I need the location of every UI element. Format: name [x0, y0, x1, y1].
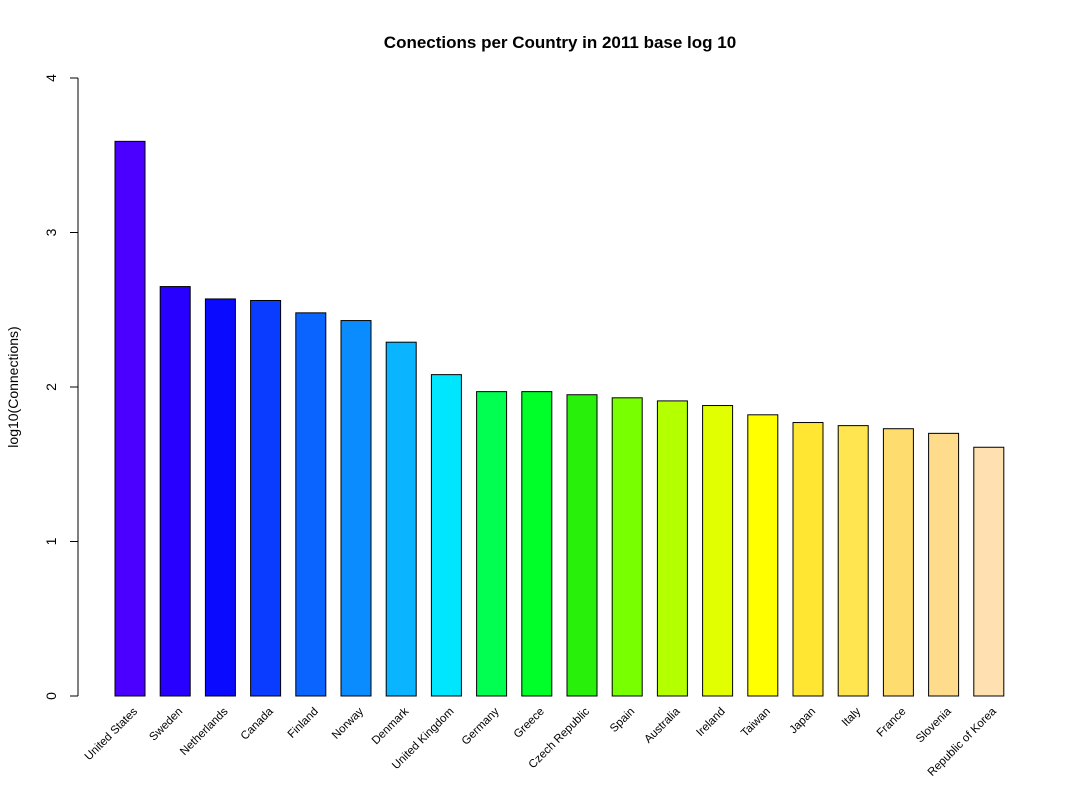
- bar: [159, 286, 191, 697]
- bar: [702, 405, 734, 697]
- x-category-label: Australia: [642, 705, 683, 746]
- x-category-label: Taiwan: [739, 706, 773, 740]
- bar: [430, 374, 462, 697]
- bar: [476, 391, 508, 697]
- y-tick-label: 0: [43, 692, 59, 700]
- x-category-label: United States: [83, 705, 140, 762]
- bar: [973, 446, 1005, 697]
- y-axis: 0 1 2 3 4: [43, 74, 79, 700]
- y-axis-label: log10(Connections): [5, 326, 21, 447]
- x-category-label: Greece: [512, 706, 547, 741]
- y-tick-label: 4: [43, 74, 59, 82]
- x-category-label: Denmark: [370, 705, 412, 747]
- bar: [114, 140, 146, 697]
- bar: [656, 400, 688, 697]
- bar: [611, 397, 643, 697]
- y-tick-label: 3: [43, 228, 59, 236]
- chart-title: Conections per Country in 2011 base log …: [384, 33, 736, 52]
- y-tick-label: 2: [43, 383, 59, 391]
- bar: [928, 432, 960, 697]
- bar: [747, 414, 779, 697]
- x-category-label: Netherlands: [178, 705, 231, 758]
- bar: [566, 394, 598, 697]
- bar: [204, 298, 236, 697]
- x-category-label: Slovenia: [914, 705, 954, 745]
- x-category-label: Spain: [608, 706, 637, 735]
- bars: [114, 140, 1005, 697]
- x-category-label: France: [875, 706, 909, 740]
- x-category-label: Ireland: [694, 706, 727, 739]
- bar: [250, 299, 282, 697]
- x-category-label: Sweden: [147, 706, 185, 744]
- x-category-label: Germany: [460, 705, 502, 747]
- bar: [792, 422, 824, 697]
- x-category-label: Canada: [239, 705, 276, 742]
- bar: [385, 341, 417, 697]
- bar: [295, 312, 327, 697]
- x-category-label: Norway: [330, 705, 366, 741]
- y-tick-label: 1: [43, 537, 59, 545]
- bar: [837, 425, 869, 697]
- x-category-label: Japan: [787, 706, 818, 737]
- bar: [521, 391, 553, 697]
- x-category-label: Finland: [286, 706, 321, 741]
- bar: [340, 320, 372, 697]
- x-category-label: Italy: [840, 705, 864, 729]
- bar: [882, 428, 914, 697]
